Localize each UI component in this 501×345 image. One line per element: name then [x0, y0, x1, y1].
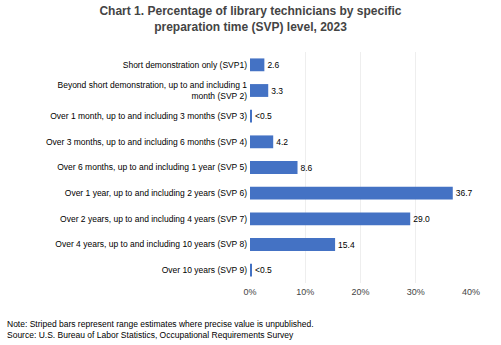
svg-text:<0.5: <0.5	[255, 265, 272, 275]
svg-text:8.6: 8.6	[301, 163, 313, 173]
svg-text:0%: 0%	[243, 287, 256, 297]
svg-text:36.7: 36.7	[456, 188, 473, 198]
svg-text:Over 4 years, up to and includ: Over 4 years, up to and including 10 yea…	[55, 239, 247, 249]
svg-text:Over 2 years, up to and includ: Over 2 years, up to and including 4 year…	[60, 214, 247, 224]
svg-text:10%: 10%	[296, 287, 314, 297]
svg-text:40%: 40%	[462, 287, 480, 297]
svg-text:Chart 1. Percentage of library: Chart 1. Percentage of library technicia…	[99, 4, 401, 34]
svg-text:<0.5: <0.5	[255, 111, 272, 121]
svg-text:20%: 20%	[351, 287, 369, 297]
svg-text:29.0: 29.0	[413, 214, 430, 224]
svg-text:Over 10 years (SVP 9): Over 10 years (SVP 9)	[162, 265, 248, 275]
svg-text:Note: Striped bars represent r: Note: Striped bars represent range estim…	[7, 319, 314, 340]
svg-text:Over 1 year, up to and includi: Over 1 year, up to and including 2 years…	[65, 188, 247, 198]
svg-text:Short demonstration only (SVP1: Short demonstration only (SVP1)	[123, 60, 247, 70]
svg-text:4.2: 4.2	[276, 137, 288, 147]
svg-text:15.4: 15.4	[338, 240, 355, 250]
svg-text:Over 1 month, up to and includ: Over 1 month, up to and including 3 mont…	[50, 111, 247, 121]
svg-text:2.6: 2.6	[267, 60, 279, 70]
svg-text:30%: 30%	[407, 287, 425, 297]
svg-text:Over 3 months, up to and inclu: Over 3 months, up to and including 6 mon…	[46, 137, 247, 147]
svg-text:Beyond short demonstration, up: Beyond short demonstration, up to and in…	[58, 80, 248, 101]
svg-text:Over 6 months, up to and inclu: Over 6 months, up to and including 1 yea…	[57, 162, 247, 172]
svg-text:3.3: 3.3	[271, 86, 283, 96]
